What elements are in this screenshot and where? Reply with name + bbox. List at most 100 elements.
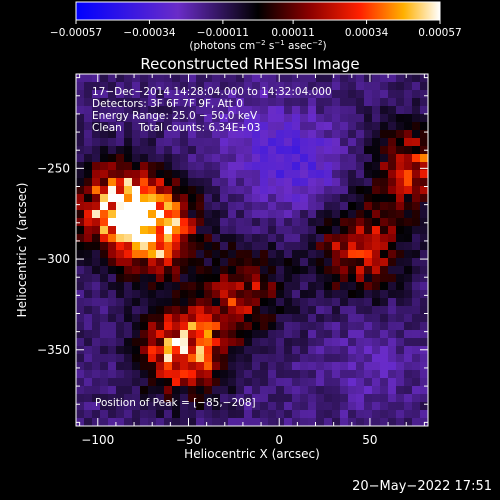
heatmap-cell: [220, 178, 229, 187]
heatmap-cell: [260, 250, 269, 259]
heatmap-cell: [396, 266, 405, 275]
heatmap-cell: [212, 210, 221, 219]
heatmap-cell: [220, 370, 229, 379]
plot-axes: −100 −50 0 50−250−300−350: [37, 74, 428, 447]
heatmap-cell: [324, 146, 333, 155]
heatmap-cell: [100, 402, 109, 411]
heatmap-cell: [156, 162, 165, 171]
heatmap-cell: [84, 242, 93, 251]
heatmap-cell: [404, 242, 413, 251]
heatmap-cell: [324, 258, 333, 267]
heatmap-cell: [380, 114, 389, 123]
time-range-text: 17−Dec−2014 14:28:04.000 to 14:32:04.000: [92, 86, 332, 98]
heatmap-cell: [244, 210, 253, 219]
heatmap-cell: [404, 402, 413, 411]
heatmap-cell: [300, 114, 309, 123]
heatmap-cell: [132, 378, 141, 387]
heatmap-cell: [180, 338, 189, 347]
heatmap-cell: [276, 338, 285, 347]
heatmap-cell: [380, 202, 389, 211]
heatmap-cell: [124, 402, 133, 411]
heatmap-cell: [324, 298, 333, 307]
heatmap-cell: [260, 266, 269, 275]
heatmap-cell: [132, 170, 141, 179]
heatmap-cell: [268, 298, 277, 307]
heatmap-cell: [420, 106, 429, 115]
heatmap-cell: [188, 306, 197, 315]
heatmap-cell: [324, 378, 333, 387]
heatmap-cell: [284, 210, 293, 219]
heatmap-cell: [244, 154, 253, 163]
heatmap-cell: [292, 258, 301, 267]
heatmap-cell: [108, 122, 117, 131]
heatmap-cell: [420, 362, 429, 371]
heatmap-cell: [180, 266, 189, 275]
heatmap-cell: [332, 354, 341, 363]
heatmap-cell: [300, 306, 309, 315]
heatmap-cell: [252, 386, 261, 395]
heatmap-cell: [196, 90, 205, 99]
heatmap-cell: [236, 154, 245, 163]
heatmap-cell: [236, 354, 245, 363]
heatmap-cell: [260, 170, 269, 179]
heatmap-cell: [236, 242, 245, 251]
heatmap-cell: [148, 218, 157, 227]
heatmap-cell: [332, 306, 341, 315]
heatmap-cell: [100, 266, 109, 275]
heatmap-cell: [172, 122, 181, 131]
heatmap-cell: [212, 178, 221, 187]
colorbar-tick-label: −0.00057: [50, 27, 102, 39]
heatmap-cell: [276, 138, 285, 147]
heatmap-cell: [188, 394, 197, 403]
heatmap-cell: [180, 194, 189, 203]
heatmap-cell: [164, 394, 173, 403]
heatmap-cell: [380, 138, 389, 147]
heatmap-cell: [76, 290, 85, 299]
heatmap-cell: [412, 122, 421, 131]
heatmap-cell: [396, 186, 405, 195]
heatmap-cell: [140, 178, 149, 187]
heatmap-cell: [148, 170, 157, 179]
heatmap-cell: [124, 154, 133, 163]
heatmap-cell: [252, 330, 261, 339]
heatmap-cell: [84, 170, 93, 179]
heatmap-cell: [380, 90, 389, 99]
heatmap-cell: [212, 170, 221, 179]
heatmap-cell: [204, 138, 213, 147]
heatmap-cell: [84, 258, 93, 267]
heatmap-cell: [340, 146, 349, 155]
colorbar-tick-label: 0.00011: [271, 27, 314, 39]
heatmap-cell: [164, 98, 173, 107]
heatmap-cell: [300, 330, 309, 339]
heatmap-cell: [180, 370, 189, 379]
heatmap-cell: [124, 114, 133, 123]
heatmap-cell: [292, 202, 301, 211]
heatmap-cell: [156, 362, 165, 371]
heatmap-cell: [108, 394, 117, 403]
heatmap-cell: [220, 146, 229, 155]
heatmap-cell: [212, 146, 221, 155]
heatmap-cell: [412, 330, 421, 339]
heatmap-cell: [164, 194, 173, 203]
heatmap-cell: [276, 202, 285, 211]
heatmap-cell: [92, 402, 101, 411]
heatmap-cell: [332, 298, 341, 307]
heatmap-cell: [172, 266, 181, 275]
heatmap-cell: [284, 258, 293, 267]
heatmap-cell: [420, 154, 429, 163]
heatmap-cell: [236, 218, 245, 227]
heatmap-cell: [356, 154, 365, 163]
heatmap-cell: [356, 274, 365, 283]
heatmap-cell: [164, 82, 173, 91]
heatmap-cell: [404, 234, 413, 243]
heatmap-cell: [196, 122, 205, 131]
heatmap-cell: [316, 234, 325, 243]
heatmap-cell: [164, 234, 173, 243]
heatmap-cell: [92, 386, 101, 395]
heatmap-cell: [420, 130, 429, 139]
heatmap-cell: [188, 378, 197, 387]
heatmap-cell: [188, 402, 197, 411]
heatmap-cell: [308, 202, 317, 211]
heatmap-cell: [180, 186, 189, 195]
